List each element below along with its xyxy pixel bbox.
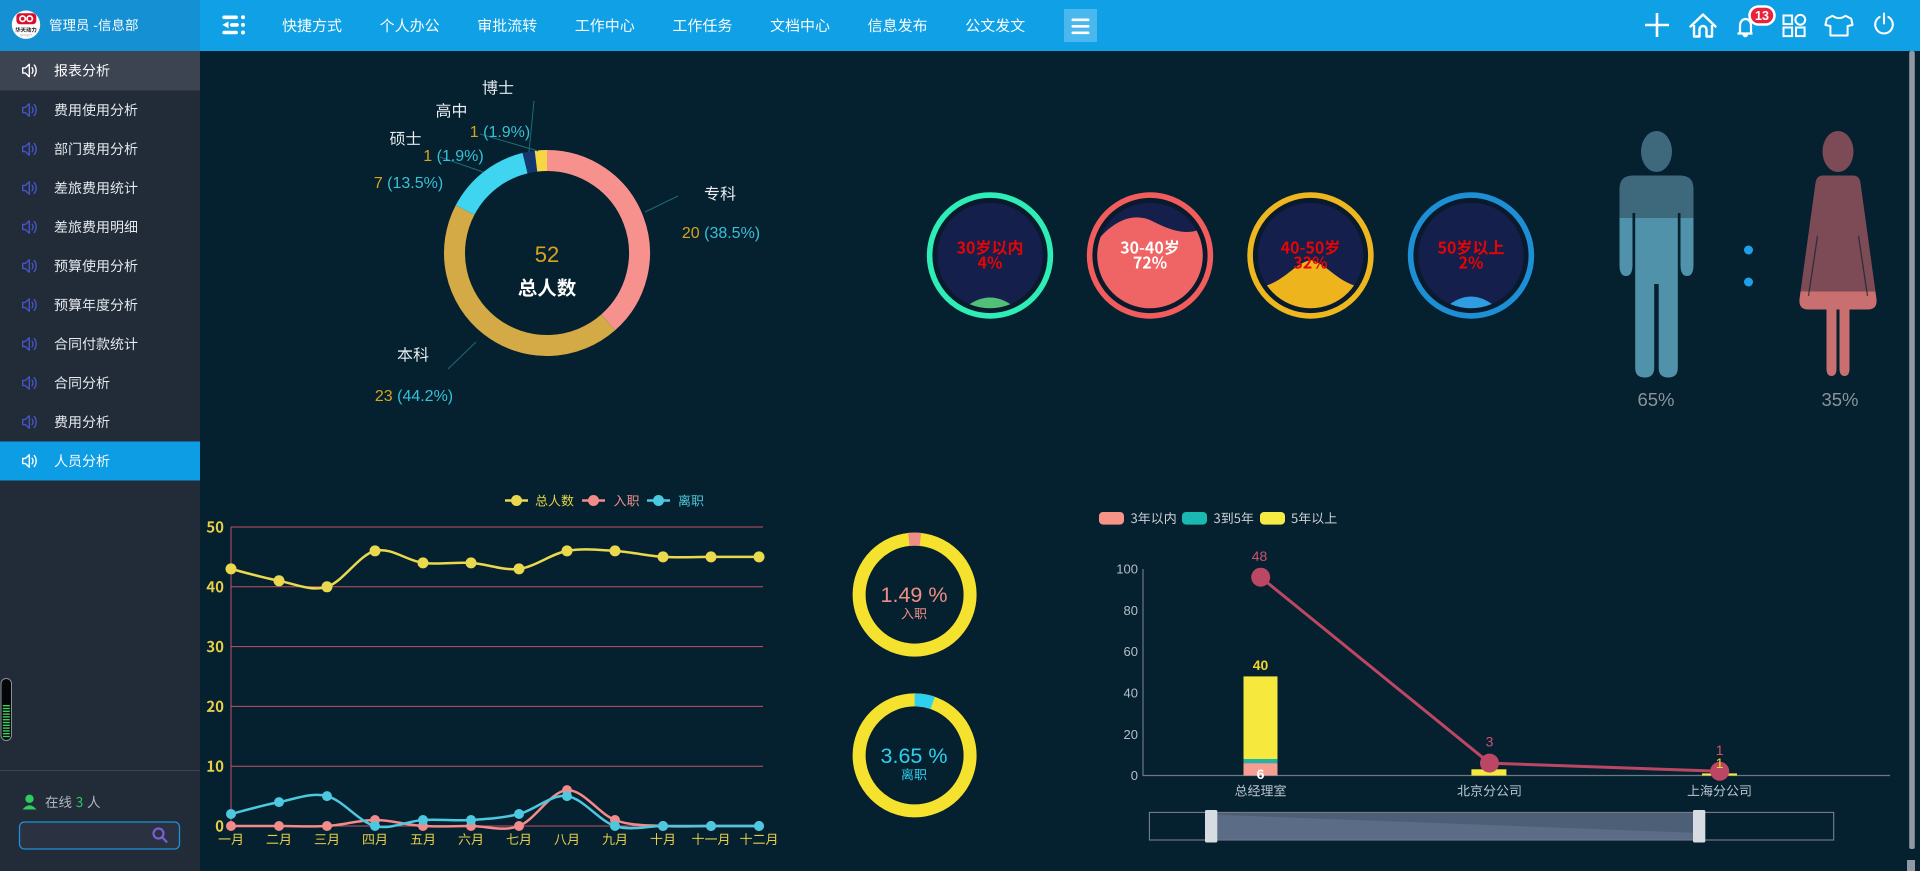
svg-text:100: 100 xyxy=(1116,562,1138,577)
svg-text:3: 3 xyxy=(1486,734,1494,750)
svg-text:6: 6 xyxy=(1257,766,1265,782)
svg-text:1: 1 xyxy=(1716,755,1724,771)
svg-text:40: 40 xyxy=(1124,686,1138,701)
svg-text:65%: 65% xyxy=(1637,389,1674,410)
svg-text:60: 60 xyxy=(1124,644,1138,659)
svg-text:1 (1.9%): 1 (1.9%) xyxy=(470,124,530,141)
svg-text:0: 0 xyxy=(1131,768,1138,783)
svg-text:20 (38.5%): 20 (38.5%) xyxy=(682,225,760,242)
svg-text:1.49 %: 1.49 % xyxy=(881,583,948,607)
svg-text:52: 52 xyxy=(535,242,559,267)
svg-text:3.65 %: 3.65 % xyxy=(881,744,948,768)
svg-text:20: 20 xyxy=(1124,727,1138,742)
svg-text:80: 80 xyxy=(1124,603,1138,618)
svg-text:1 (1.9%): 1 (1.9%) xyxy=(423,148,483,165)
svg-text:48: 48 xyxy=(1252,548,1268,564)
svg-text:13: 13 xyxy=(1755,9,1769,23)
svg-text:7 (13.5%): 7 (13.5%) xyxy=(374,175,443,192)
svg-text:40: 40 xyxy=(1253,657,1269,673)
svg-text:35%: 35% xyxy=(1821,389,1858,410)
svg-text:1: 1 xyxy=(1716,742,1724,758)
svg-text:23 (44.2%): 23 (44.2%) xyxy=(375,388,453,405)
svg-text:SPORT: SPORT xyxy=(20,33,33,37)
